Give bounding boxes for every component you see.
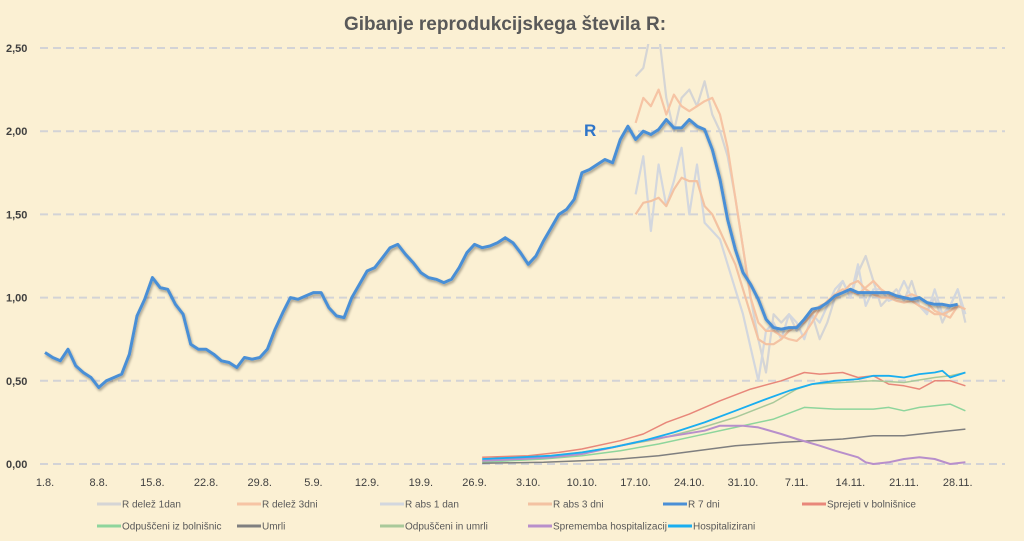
x-tick-label: 28.11. <box>943 477 973 489</box>
legend: R delež 1dan R delež 3dni R abs 1 dan R abs… <box>97 500 916 533</box>
x-tick-label: 22.8. <box>194 477 218 489</box>
x-tick-label: 10.10. <box>567 477 598 489</box>
legend-item-r-delez-1dan: R delež 1dan <box>97 500 181 511</box>
legend-item-sprejeti-v-bolnisnice: Sprejeti v bolnišnice <box>802 500 916 511</box>
x-tick-label: 1.8. <box>36 477 54 489</box>
x-axis: 1.8. 8.8. 15.8. 22.8. 29.8. 5.9. 12.9. 19.9. 26.… <box>36 477 973 489</box>
legend-item-r-abs-3-dni: R abs 3 dni <box>528 500 604 511</box>
legend-label: Sprejeti v bolnišnice <box>827 500 916 511</box>
series-line-odpusceni-iz-bolnisnic <box>482 403 966 464</box>
legend-label: R delež 3dni <box>262 500 318 511</box>
y-tick-label: 1,00 <box>6 293 27 305</box>
x-tick-label: 5.9. <box>304 477 322 489</box>
x-tick-label: 14.11. <box>835 477 865 489</box>
series-line-umrli <box>482 428 966 464</box>
y-tick-label: 0,50 <box>6 376 27 388</box>
legend-item-umrli: Umrli <box>237 522 285 533</box>
x-tick-label: 21.11. <box>889 477 919 489</box>
series-line-sprejeti-v-bolnisnice <box>482 371 966 459</box>
legend-label: R abs 3 dni <box>553 500 604 511</box>
x-tick-label: 8.8. <box>90 477 108 489</box>
y-tick-label: 2,00 <box>6 126 27 138</box>
legend-label: R delež 1dan <box>122 500 181 511</box>
chart-title: Gibanje reprodukcijskega števila R: <box>344 14 666 35</box>
legend-label: Hospitalizirani <box>693 522 755 533</box>
series-line-r-delez-3dni <box>634 88 966 342</box>
gridlines <box>40 47 1005 465</box>
x-tick-label: 26.9. <box>462 477 486 489</box>
series-line-r-abs-1-dan <box>634 146 967 382</box>
x-tick-label: 17.10. <box>620 477 651 489</box>
x-tick-label: 3.10. <box>516 477 540 489</box>
y-tick-label: 2,50 <box>6 43 27 55</box>
legend-label: Sprememba hospitalizacij <box>553 522 667 533</box>
legend-label: R abs 1 dan <box>405 500 459 511</box>
x-tick-label: 7.11. <box>785 477 809 489</box>
x-tick-label: 12.9. <box>355 477 379 489</box>
x-tick-label: 19.9. <box>409 477 433 489</box>
y-tick-label: 1,50 <box>6 209 27 221</box>
legend-item-hospitalizirani: Hospitalizirani <box>668 522 755 533</box>
y-axis: 0,00 0,50 1,00 1,50 2,00 2,50 <box>6 43 27 471</box>
legend-item-odpusceni-iz-bolnisnic: Odpuščeni iz bolnišnic <box>97 522 222 533</box>
legend-label: Umrli <box>262 522 285 533</box>
series-line-r-7-dni <box>44 118 959 389</box>
legend-label: R 7 dni <box>688 500 720 511</box>
x-tick-label: 15.8. <box>140 477 164 489</box>
series-line-r-delez-1dan <box>634 44 967 374</box>
legend-item-r-abs-1-dan: R abs 1 dan <box>380 500 459 511</box>
y-tick-label: 0,00 <box>6 459 27 471</box>
legend-item-sprememba-hospitalizacij: Sprememba hospitalizacij <box>528 522 667 533</box>
x-tick-label: 24.10. <box>674 477 705 489</box>
series-line-hospitalizirani <box>482 369 966 460</box>
legend-item-r-delez-3dni: R delež 3dni <box>237 500 318 511</box>
legend-label: Odpuščeni in umrli <box>405 522 488 533</box>
legend-item-r-7-dni: R 7 dni <box>663 500 720 511</box>
legend-label: Odpuščeni iz bolnišnic <box>122 522 222 533</box>
series-lines <box>44 44 967 465</box>
series-line-r-abs-3-dni <box>634 176 966 346</box>
r-annotation: R <box>584 121 596 140</box>
x-tick-label: 29.8. <box>248 477 272 489</box>
x-tick-label: 31.10. <box>728 477 759 489</box>
legend-item-odpusceni-in-umrli: Odpuščeni in umrli <box>380 522 488 533</box>
